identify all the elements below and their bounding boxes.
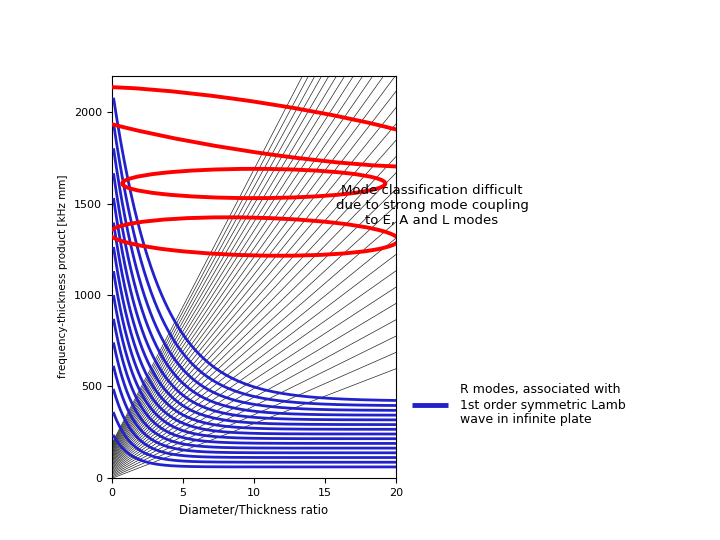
Text: R modes, associated with
1st order symmetric Lamb
wave in infinite plate: R modes, associated with 1st order symme… <box>460 383 626 427</box>
Text: Mode classification difficult
due to strong mode coupling
to E, A and L modes: Mode classification difficult due to str… <box>336 184 528 227</box>
Y-axis label: frequency-thickness product [kHz mm]: frequency-thickness product [kHz mm] <box>58 175 68 379</box>
Text: Piezoelectric disks: R modes: Piezoelectric disks: R modes <box>114 17 493 41</box>
X-axis label: Diameter/Thickness ratio: Diameter/Thickness ratio <box>179 503 328 516</box>
